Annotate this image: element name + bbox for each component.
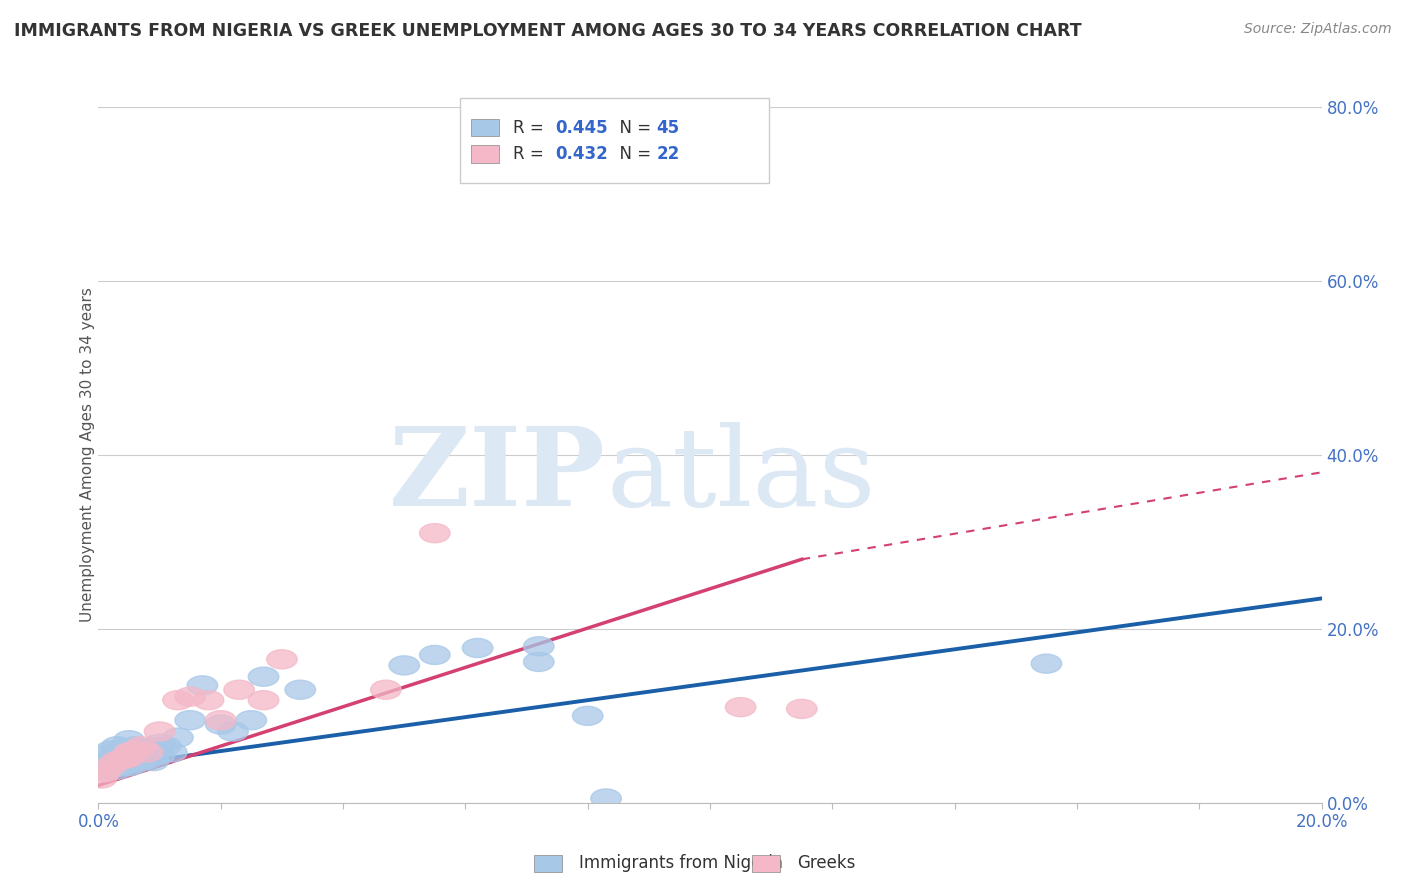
Ellipse shape xyxy=(174,687,205,706)
Ellipse shape xyxy=(86,758,117,778)
Ellipse shape xyxy=(114,756,145,776)
Ellipse shape xyxy=(145,722,174,741)
Ellipse shape xyxy=(156,743,187,762)
Ellipse shape xyxy=(114,748,145,767)
Ellipse shape xyxy=(132,750,163,769)
Text: Immigrants from Nigeria: Immigrants from Nigeria xyxy=(579,855,783,872)
Text: ZIP: ZIP xyxy=(389,422,606,529)
Ellipse shape xyxy=(108,756,138,776)
Ellipse shape xyxy=(114,731,145,750)
Ellipse shape xyxy=(419,524,450,542)
Ellipse shape xyxy=(236,711,267,730)
Text: 0.445: 0.445 xyxy=(555,119,607,136)
Ellipse shape xyxy=(138,739,169,757)
Ellipse shape xyxy=(249,667,278,686)
Y-axis label: Unemployment Among Ages 30 to 34 years: Unemployment Among Ages 30 to 34 years xyxy=(80,287,94,623)
Ellipse shape xyxy=(120,754,150,773)
Ellipse shape xyxy=(132,741,163,760)
Ellipse shape xyxy=(419,646,450,665)
Ellipse shape xyxy=(120,741,150,760)
Ellipse shape xyxy=(205,711,236,730)
Ellipse shape xyxy=(523,652,554,672)
Ellipse shape xyxy=(145,746,174,764)
Ellipse shape xyxy=(127,739,156,758)
Ellipse shape xyxy=(96,756,127,776)
Ellipse shape xyxy=(89,746,120,764)
Ellipse shape xyxy=(127,737,156,756)
Ellipse shape xyxy=(101,750,132,769)
Ellipse shape xyxy=(101,751,132,771)
Ellipse shape xyxy=(96,758,127,778)
Ellipse shape xyxy=(114,748,145,767)
Ellipse shape xyxy=(193,690,224,710)
Text: atlas: atlas xyxy=(606,422,876,529)
Ellipse shape xyxy=(96,750,127,769)
Ellipse shape xyxy=(114,741,145,760)
Ellipse shape xyxy=(120,737,150,756)
Text: 45: 45 xyxy=(657,119,679,136)
Text: 0.432: 0.432 xyxy=(555,145,609,163)
Text: 22: 22 xyxy=(657,145,681,163)
Ellipse shape xyxy=(205,715,236,734)
Ellipse shape xyxy=(114,743,145,762)
Ellipse shape xyxy=(101,760,132,780)
Ellipse shape xyxy=(523,637,554,656)
Ellipse shape xyxy=(145,734,174,753)
Text: R =: R = xyxy=(513,145,550,163)
Ellipse shape xyxy=(463,639,494,657)
Ellipse shape xyxy=(163,728,193,747)
Text: N =: N = xyxy=(609,119,657,136)
Text: Source: ZipAtlas.com: Source: ZipAtlas.com xyxy=(1244,22,1392,37)
Ellipse shape xyxy=(96,741,127,760)
Ellipse shape xyxy=(108,750,138,769)
Text: R =: R = xyxy=(513,119,550,136)
Ellipse shape xyxy=(572,706,603,725)
Ellipse shape xyxy=(174,711,205,730)
Ellipse shape xyxy=(120,746,150,764)
Ellipse shape xyxy=(786,699,817,718)
Ellipse shape xyxy=(89,763,120,782)
Text: Greeks: Greeks xyxy=(797,855,856,872)
Ellipse shape xyxy=(218,722,249,741)
Ellipse shape xyxy=(249,690,278,710)
Ellipse shape xyxy=(224,681,254,699)
Ellipse shape xyxy=(163,690,193,710)
Ellipse shape xyxy=(108,748,138,767)
Ellipse shape xyxy=(389,656,419,675)
Text: N =: N = xyxy=(609,145,657,163)
Ellipse shape xyxy=(101,737,132,756)
Ellipse shape xyxy=(127,751,156,771)
Ellipse shape xyxy=(86,769,117,788)
Ellipse shape xyxy=(89,760,120,780)
Ellipse shape xyxy=(725,698,756,716)
Ellipse shape xyxy=(108,739,138,757)
Ellipse shape xyxy=(371,681,401,699)
Text: IMMIGRANTS FROM NIGERIA VS GREEK UNEMPLOYMENT AMONG AGES 30 TO 34 YEARS CORRELAT: IMMIGRANTS FROM NIGERIA VS GREEK UNEMPLO… xyxy=(14,22,1081,40)
Ellipse shape xyxy=(132,743,163,762)
Ellipse shape xyxy=(285,681,315,699)
Ellipse shape xyxy=(138,751,169,771)
Ellipse shape xyxy=(150,737,181,756)
Ellipse shape xyxy=(1031,654,1062,673)
Ellipse shape xyxy=(591,789,621,808)
Ellipse shape xyxy=(187,676,218,695)
Ellipse shape xyxy=(267,649,297,669)
